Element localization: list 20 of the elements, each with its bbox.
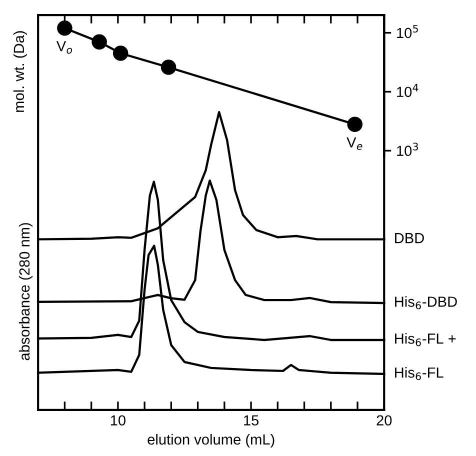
y-tick-label: 10$^{4}$ xyxy=(397,84,418,98)
point xyxy=(112,46,128,61)
series-label: His$_{6}$-FL + xyxy=(395,333,456,346)
point xyxy=(160,60,176,75)
point xyxy=(347,116,362,132)
y-tick-label: 10$^{5}$ xyxy=(397,24,418,38)
x-tick-label: 20 xyxy=(376,415,392,426)
annotation: V$_{o}$ xyxy=(56,41,72,54)
y-axis-title: mol. wt. (Da) xyxy=(13,31,27,112)
x-tick-label: 15 xyxy=(244,415,259,426)
point xyxy=(92,34,107,50)
series-label: His$_{6}$-FL xyxy=(395,367,444,380)
y-tick-label: 10$^{3}$ xyxy=(397,142,418,156)
x-tick-label: 10 xyxy=(110,415,126,426)
series-label: His$_{6}$-DBD xyxy=(395,296,457,310)
x-axis-title: elution volume (mL) xyxy=(148,434,274,448)
point xyxy=(57,20,72,36)
y-axis-title: absorbance (280 nm) xyxy=(18,223,33,360)
series-label: DBD xyxy=(395,233,424,244)
annotation: V$_{e}$ xyxy=(346,137,362,150)
